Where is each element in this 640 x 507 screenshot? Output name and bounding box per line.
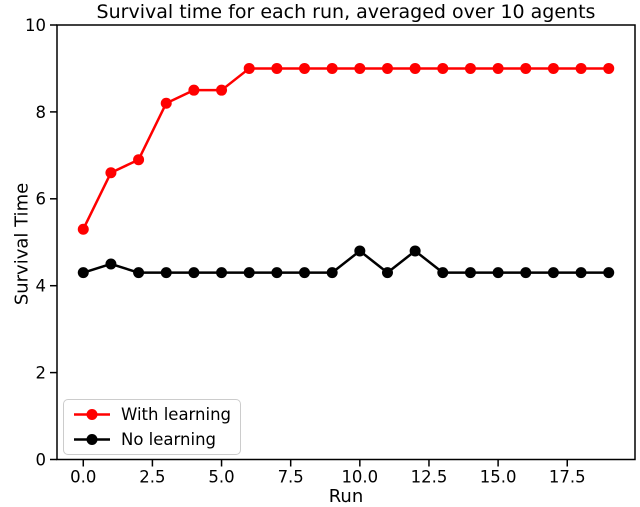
y-tick-label: 6 — [36, 190, 47, 209]
chart-title: Survival time for each run, averaged ove… — [96, 1, 596, 23]
data-point-no-learning — [547, 267, 559, 279]
legend-entry-with-learning: With learning — [73, 403, 231, 426]
data-point-no-learning — [271, 267, 283, 279]
data-point-no-learning — [77, 267, 89, 279]
y-tick-label: 10 — [25, 16, 46, 35]
data-point-no-learning — [188, 267, 200, 279]
data-point-no-learning — [326, 267, 338, 279]
data-point-with-learning — [243, 62, 255, 74]
data-point-no-learning — [381, 267, 393, 279]
data-point-with-learning — [354, 62, 366, 74]
legend-label-no-learning: No learning — [121, 430, 216, 449]
data-point-with-learning — [547, 62, 559, 74]
series-line-with-learning — [82, 67, 609, 230]
data-point-with-learning — [133, 154, 145, 166]
data-point-with-learning — [271, 62, 283, 74]
data-point-no-learning — [105, 258, 117, 270]
x-axis-label: Run — [328, 486, 364, 507]
data-point-with-learning — [603, 62, 615, 74]
legend-line-marker-icon — [74, 409, 110, 420]
data-point-with-learning — [409, 62, 421, 74]
data-point-no-learning — [243, 267, 255, 279]
data-point-no-learning — [492, 267, 504, 279]
y-tick-label: 4 — [36, 277, 47, 296]
data-point-with-learning — [575, 62, 587, 74]
data-point-no-learning — [133, 267, 145, 279]
data-point-no-learning — [354, 245, 366, 257]
data-point-with-learning — [326, 62, 338, 74]
data-point-with-learning — [464, 62, 476, 74]
data-point-no-learning — [437, 267, 449, 279]
x-tick-label: 0.0 — [70, 468, 96, 487]
data-point-with-learning — [105, 167, 117, 179]
data-point-no-learning — [520, 267, 532, 279]
data-point-no-learning — [464, 267, 476, 279]
y-tick-label: 2 — [36, 364, 47, 383]
x-tick-label: 7.5 — [278, 468, 304, 487]
data-point-with-learning — [77, 223, 89, 235]
x-tick-label: 17.5 — [549, 468, 586, 487]
data-point-with-learning — [299, 62, 311, 74]
x-tick-label: 5.0 — [208, 468, 234, 487]
x-tick-label: 2.5 — [139, 468, 165, 487]
data-point-no-learning — [409, 245, 421, 257]
y-axis-label: Survival Time — [11, 182, 33, 306]
data-point-with-learning — [520, 62, 532, 74]
data-point-with-learning — [216, 84, 228, 96]
legend-line-marker-icon — [74, 434, 110, 445]
x-tick-label: 12.5 — [411, 468, 448, 487]
data-point-no-learning — [575, 267, 587, 279]
plot-frame — [56, 24, 636, 461]
data-point-with-learning — [160, 97, 172, 109]
data-point-no-learning — [216, 267, 228, 279]
data-point-with-learning — [188, 84, 200, 96]
data-point-no-learning — [603, 267, 615, 279]
legend-entry-no-learning: No learning — [73, 428, 231, 451]
data-point-with-learning — [381, 62, 393, 74]
data-point-with-learning — [492, 62, 504, 74]
x-tick-label: 15.0 — [480, 468, 517, 487]
legend: With learning No learning — [63, 399, 242, 455]
data-point-no-learning — [299, 267, 311, 279]
data-point-with-learning — [437, 62, 449, 74]
legend-label-with-learning: With learning — [121, 405, 232, 424]
y-tick-label: 8 — [36, 103, 47, 122]
data-point-no-learning — [160, 267, 172, 279]
x-tick-label: 10.0 — [341, 468, 378, 487]
y-tick-label: 0 — [36, 450, 47, 469]
